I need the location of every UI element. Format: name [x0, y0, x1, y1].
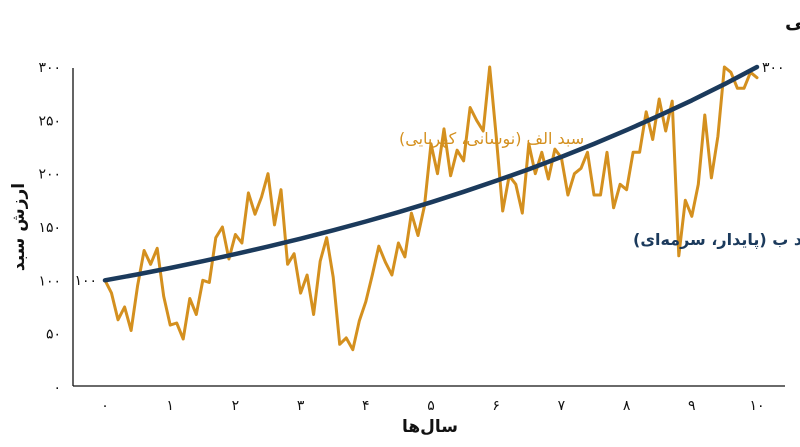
y-tick-labels: ۰ ۵۰ ۱۰۰ ۱۵۰ ۲۰۰ ۲۵۰ ۳۰۰: [38, 60, 61, 396]
y-tick-label: ۲۵۰: [38, 113, 61, 129]
y-tick-label: ۳۰۰: [38, 60, 61, 76]
y-tick-label: ۱۵۰: [38, 220, 61, 236]
start-value-label: ۱۰۰: [74, 273, 97, 289]
series-a-line: [103, 65, 759, 352]
plot-area: ۰ ۵۰ ۱۰۰ ۱۵۰ ۲۰۰ ۲۵۰ ۳۰۰ ۰ ۱ ۲ ۳ ۴ ۵ ۶ ۷ ۸ ۹ ۱۰ سبد الف …: [38, 60, 800, 414]
x-tick-label: ۷: [558, 398, 566, 414]
series-b-label: سبد ب (پایدار، سرمه‌ای): [633, 230, 800, 250]
x-tick-label: ۴: [362, 398, 370, 414]
y-axis-label: ارزش سبد: [9, 183, 29, 271]
chart-title: مقایسه دو مسیر سرمایه‌گذاری در ۱۰ سال: م…: [785, 10, 800, 33]
end-value-label: ۳۰۰: [762, 60, 785, 76]
x-tick-label: ۸: [623, 398, 631, 414]
y-tick-label: ۵۰: [46, 327, 61, 343]
series-lines: [102, 64, 760, 352]
x-tick-label: ۲: [232, 398, 240, 414]
x-tick-label: ۶: [492, 398, 500, 414]
y-tick-label: ۰: [53, 380, 61, 396]
x-tick-label: ۱۰: [749, 398, 764, 414]
series-b-line: [102, 64, 760, 283]
y-tick-label: ۱۰۰: [38, 273, 61, 289]
series-labels: سبد الف (نوسانی، کهربایی) سبد ب (پایدار، …: [74, 60, 800, 289]
series-a-label: سبد الف (نوسانی، کهربایی): [399, 129, 584, 149]
y-tick-label: ۲۰۰: [38, 167, 61, 183]
x-tick-label: ۹: [688, 398, 696, 414]
x-tick-label: ۳: [297, 398, 305, 414]
x-tick-label: ۵: [427, 398, 435, 414]
x-axis-label: سال‌ها: [402, 417, 458, 437]
x-tick-label: ۰: [101, 398, 109, 414]
x-tick-label: ۱: [166, 398, 174, 414]
x-tick-labels: ۰ ۱ ۲ ۳ ۴ ۵ ۶ ۷ ۸ ۹ ۱۰: [101, 398, 764, 414]
